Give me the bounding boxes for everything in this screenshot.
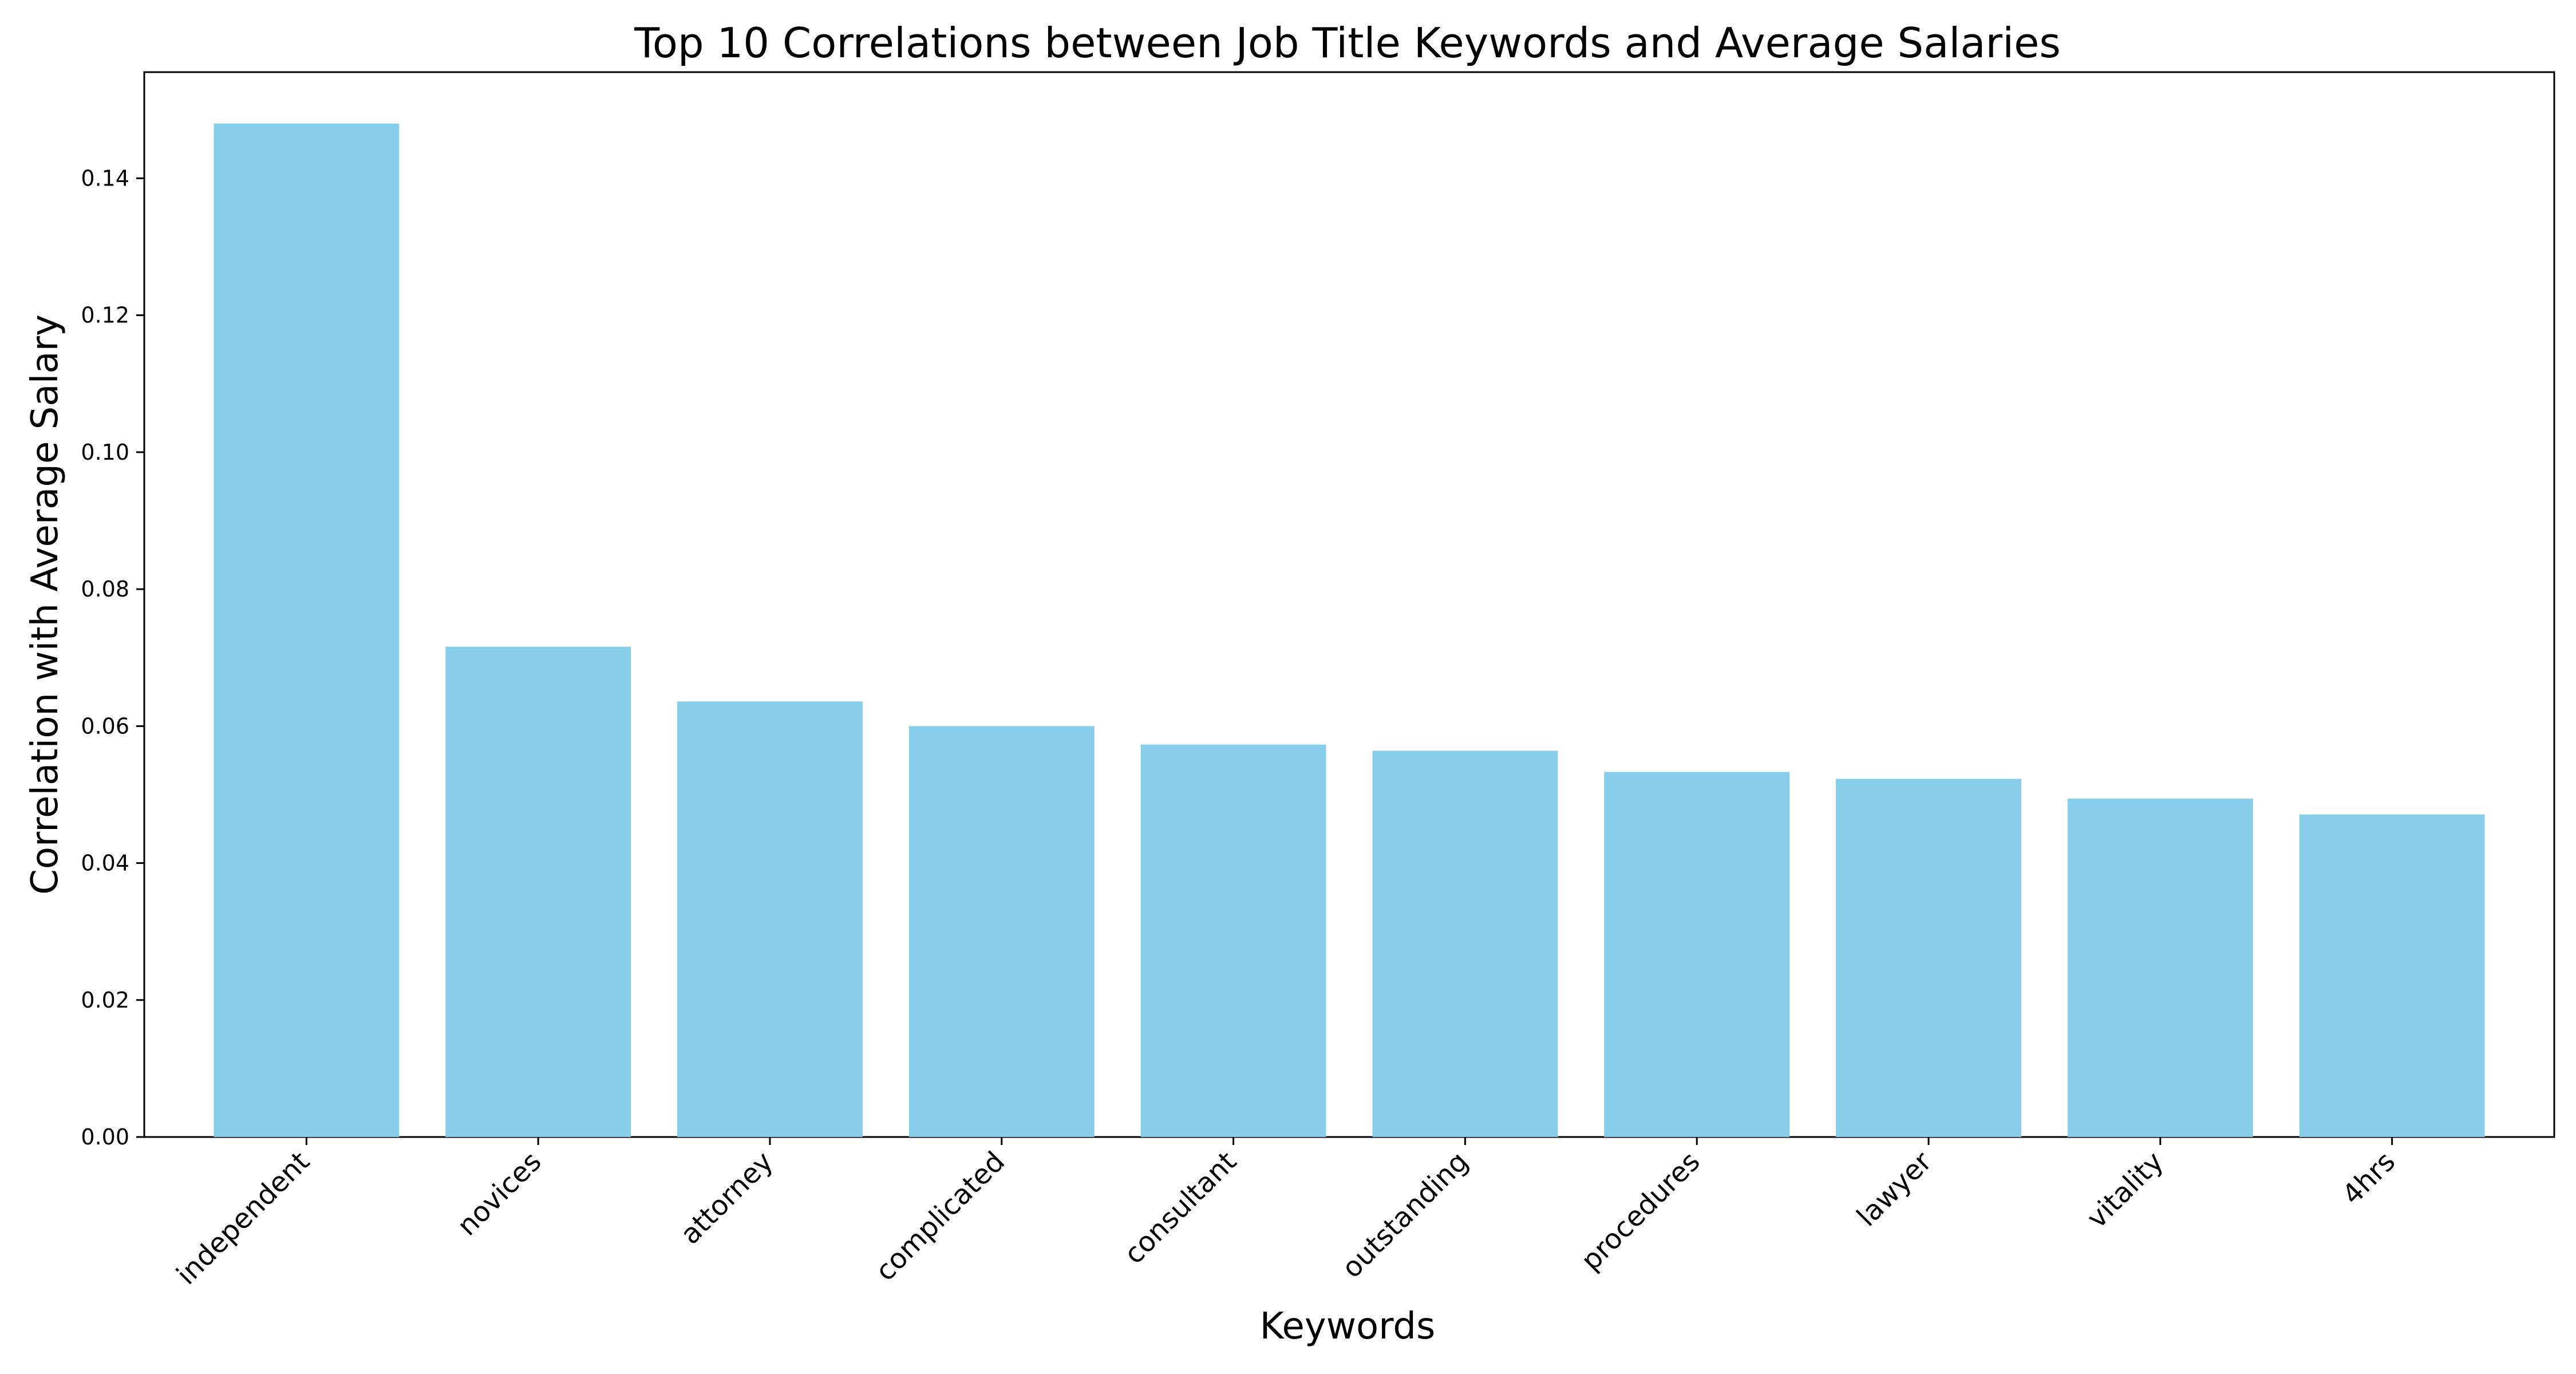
x-tick-label: lawyer: [1851, 1146, 1938, 1233]
bars-layer: [214, 123, 2485, 1138]
x-tick-label: novices: [451, 1146, 548, 1242]
y-tick-label: 0.00: [81, 1124, 129, 1150]
x-tick-label: vitality: [2081, 1146, 2170, 1234]
x-tick-label: 4hrs: [2336, 1146, 2401, 1211]
bar-outstanding: [1372, 751, 1558, 1137]
bar-attorney: [677, 701, 863, 1137]
y-axis: 0.00 0.02 0.04 0.06 0.08 0.10 0.12 0.14: [81, 165, 144, 1150]
y-tick-label: 0.10: [81, 440, 129, 465]
bar-complicated: [908, 726, 1095, 1137]
x-axis-label: Keywords: [1260, 1305, 1436, 1348]
x-tick-label: attorney: [674, 1146, 780, 1251]
chart-title: Top 10 Correlations between Job Title Ke…: [634, 19, 2061, 67]
x-tick-label: consultant: [1118, 1146, 1243, 1270]
y-tick-label: 0.02: [81, 988, 129, 1013]
bar-independent: [214, 123, 400, 1138]
bar-consultant: [1140, 744, 1326, 1137]
y-tick-label: 0.14: [81, 165, 129, 191]
bar-4hrs: [2299, 814, 2485, 1137]
bar-procedures: [1604, 772, 1790, 1137]
bar-lawyer: [1836, 779, 2021, 1137]
plot-frame: [143, 71, 2555, 1138]
y-tick-label: 0.08: [81, 577, 129, 602]
y-axis-label: Correlation with Average Salary: [24, 314, 66, 895]
x-axis: independent novices attorney complicated con…: [171, 1137, 2401, 1291]
x-tick-label: complicated: [870, 1146, 1012, 1288]
x-tick-label: procedures: [1575, 1146, 1706, 1277]
x-tick-label: independent: [171, 1146, 316, 1291]
y-tick-label: 0.12: [81, 303, 129, 328]
x-tick-label: outstanding: [1336, 1146, 1475, 1285]
y-tick-label: 0.06: [81, 713, 129, 739]
bar-novices: [445, 646, 631, 1137]
bar-vitality: [2067, 799, 2253, 1137]
y-tick-label: 0.04: [81, 851, 129, 876]
